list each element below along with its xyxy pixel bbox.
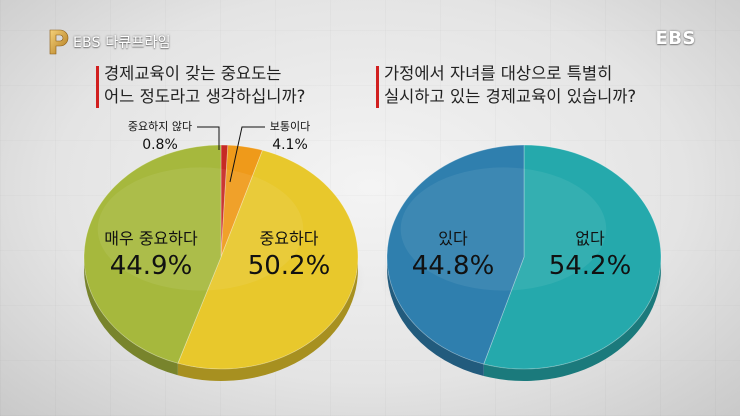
slice-value-3: 44.9% <box>110 251 193 281</box>
leader-line-0 <box>197 126 220 150</box>
pie-slice-slice-2 <box>177 149 359 370</box>
slice-label-1: 보통이다 <box>270 120 310 133</box>
program-logo-text: EBS 다큐프라임 <box>73 35 171 51</box>
broadcaster-logo: EBS <box>655 28 696 49</box>
slice-label-0: 없다 <box>575 229 605 248</box>
pie-highlight <box>400 167 607 291</box>
pie-slice-slice-0 <box>483 144 662 370</box>
slice-label-0: 중요하지 않다 <box>128 119 192 133</box>
pie-side-slice-0 <box>483 257 661 381</box>
right-question: 가정에서 자녀를 대상으로 특별히 실시하고 있는 경제교육이 있습니까? <box>375 62 637 108</box>
left-question: 경제교육이 갖는 중요도는 어느 정도라고 생각하십니까? <box>95 62 306 108</box>
right-question-line-1: 가정에서 자녀를 대상으로 특별히 <box>384 64 613 83</box>
pie-slice-slice-3 <box>83 144 222 364</box>
pie-side-slice-2 <box>177 257 358 381</box>
pie-highlight <box>97 167 304 291</box>
slice-label-3: 매우 중요하다 <box>104 229 198 248</box>
leader-line-1 <box>229 126 265 183</box>
program-logo-icon <box>49 29 69 55</box>
slice-value-0: 0.8% <box>142 137 178 153</box>
pie-chart-home-education: 없다 54.2% 있다 44.8% <box>379 144 669 381</box>
left-question-line-1: 경제교육이 갖는 중요도는 <box>104 64 282 83</box>
pie-slice-slice-0 <box>220 144 229 258</box>
pie-slice-slice-1 <box>220 144 264 258</box>
slice-label-2: 중요하다 <box>260 229 319 248</box>
slice-value-0: 54.2% <box>549 251 632 281</box>
right-question-line-2: 실시하고 있는 경제교육이 있습니까? <box>384 87 637 106</box>
slice-value-1: 44.8% <box>412 251 495 281</box>
pie-slice-slice-1 <box>386 144 525 365</box>
pie-side-slice-3 <box>84 257 178 376</box>
left-question-line-2: 어느 정도라고 생각하십니까? <box>104 87 306 106</box>
slice-label-1: 있다 <box>438 229 468 248</box>
slice-value-2: 50.2% <box>248 251 331 281</box>
pie-chart-importance: 중요하지 않다 0.8% 보통이다 4.1% 중요하다 50.2% 매우 중요하다 44.9% <box>76 119 366 381</box>
pie-side-slice-1 <box>386 257 484 377</box>
program-logo: EBS 다큐프라임 <box>46 28 171 56</box>
slice-value-1: 4.1% <box>272 137 308 153</box>
